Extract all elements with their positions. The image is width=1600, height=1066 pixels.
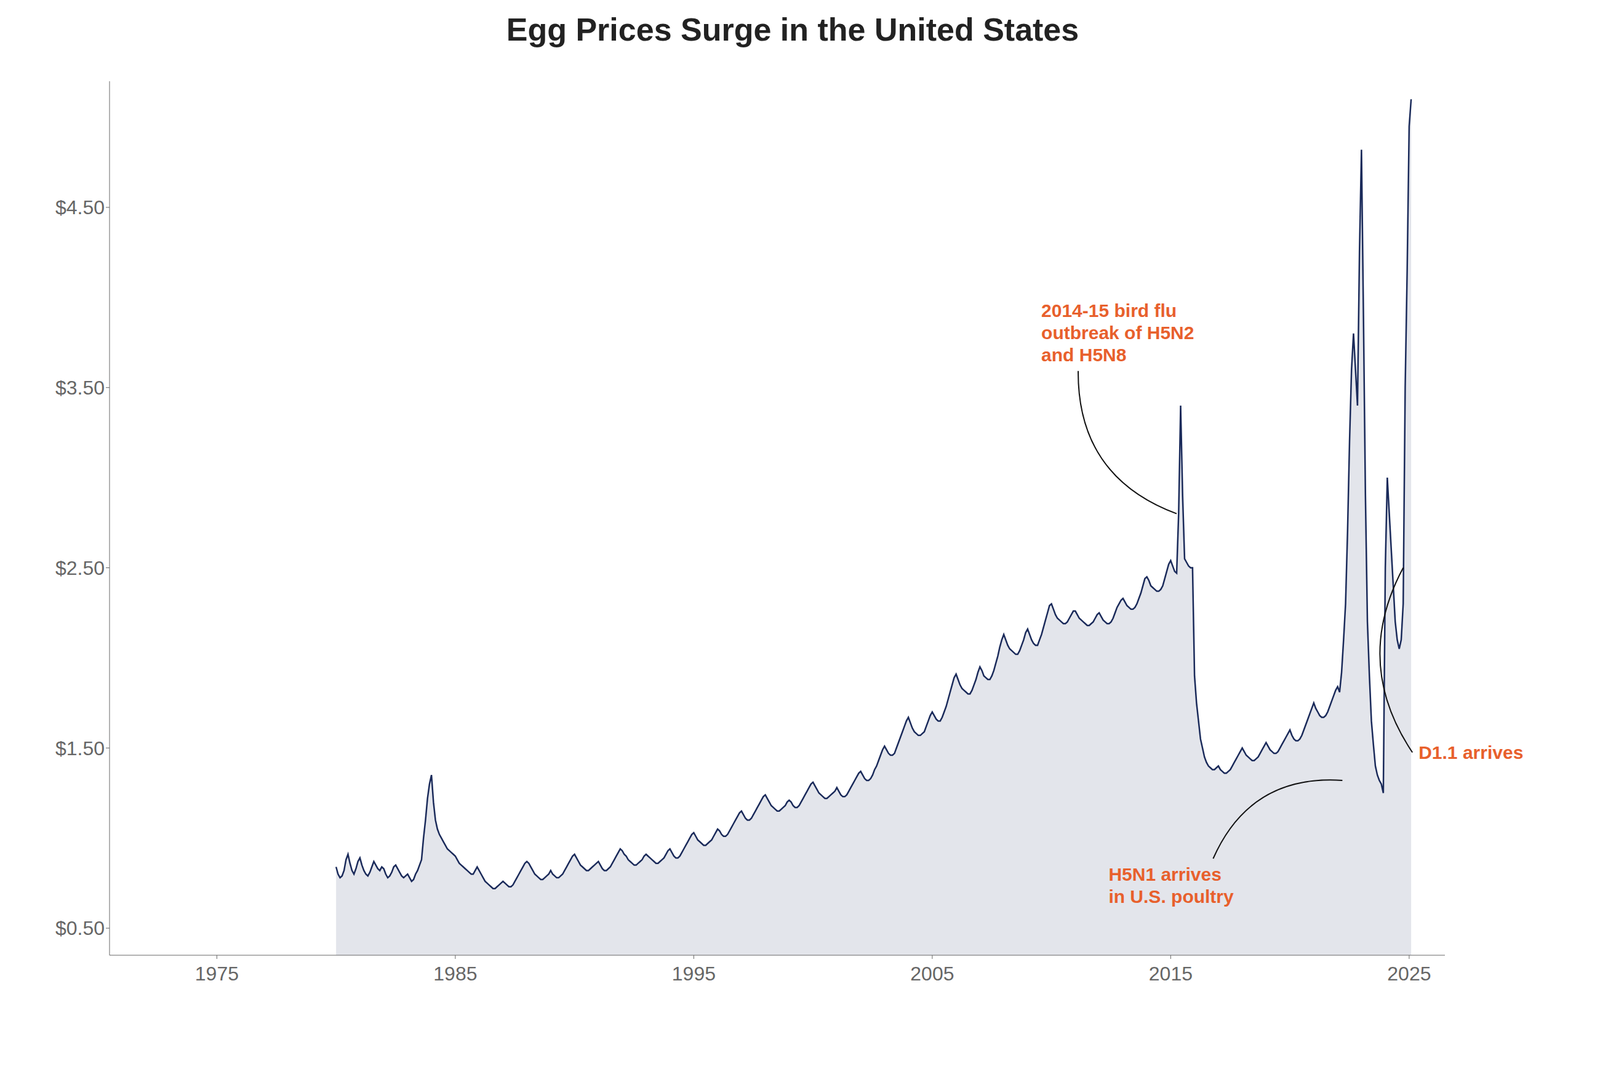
svg-text:1995: 1995	[672, 962, 716, 985]
svg-text:1985: 1985	[433, 962, 477, 985]
svg-text:$3.50: $3.50	[55, 376, 105, 399]
svg-text:2014-15 bird fluoutbreak of H5: 2014-15 bird fluoutbreak of H5N2and H5N8	[1041, 300, 1194, 365]
html-text:Egg Prices Surge in the United: Egg Prices Surge in the United States	[506, 11, 1079, 48]
svg-text:2025: 2025	[1387, 962, 1431, 985]
svg-text:H5N1 arrivesin U.S. poultry: H5N1 arrivesin U.S. poultry	[1108, 864, 1234, 907]
svg-text:$2.50: $2.50	[55, 556, 105, 580]
svg-text:D1.1 arrives: D1.1 arrives	[1418, 742, 1524, 763]
svg-text:1975: 1975	[195, 962, 239, 985]
svg-text:$4.50: $4.50	[55, 196, 105, 219]
svg-text:2015: 2015	[1148, 962, 1193, 985]
svg-text:2005: 2005	[910, 962, 954, 985]
svg-text:$1.50: $1.50	[55, 737, 105, 760]
svg-text:$0.50: $0.50	[55, 916, 105, 940]
